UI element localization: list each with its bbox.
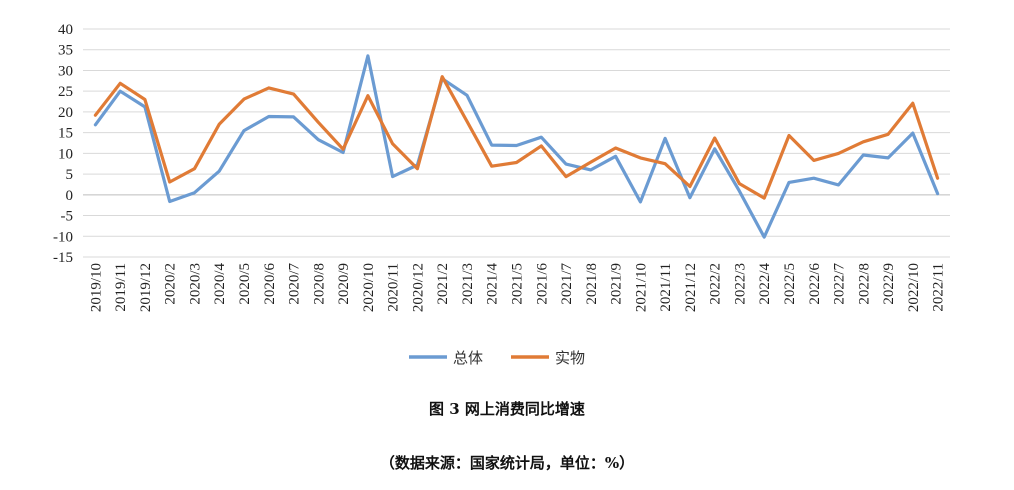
- x-tick-label: 2022/3: [732, 263, 748, 305]
- series-lines: [93, 54, 940, 239]
- y-tick-label: 0: [66, 188, 74, 204]
- x-tick-label: 2020/7: [287, 263, 303, 305]
- x-tick-label: 2019/12: [138, 263, 154, 312]
- legend: 总体 实物: [409, 349, 585, 367]
- x-tick-label: 2022/7: [832, 263, 848, 305]
- x-tick-label: 2019/10: [88, 263, 104, 312]
- x-tick-label: 2021/10: [633, 263, 649, 312]
- x-tick-label: 2022/10: [906, 263, 922, 312]
- x-tick-label: 2021/6: [534, 263, 550, 305]
- y-tick-label: 30: [58, 63, 73, 79]
- x-tick-label: 2020/11: [386, 263, 402, 312]
- x-tick-label: 2021/7: [559, 263, 575, 305]
- y-axis-tick-labels: 40 35 30 25 20 15 10 5 0 -5 -10 -15: [53, 22, 73, 266]
- x-tick-label: 2021/12: [683, 263, 699, 312]
- y-tick-label: -10: [53, 229, 73, 245]
- legend-label: 总体: [453, 349, 483, 367]
- x-tick-label: 2021/5: [510, 263, 526, 305]
- y-tick-label: 25: [58, 84, 73, 100]
- y-tick-label: 40: [58, 22, 73, 38]
- x-tick-label: 2020/6: [262, 263, 278, 305]
- x-tick-label: 2021/11: [658, 263, 674, 312]
- x-tick-label: 2022/6: [807, 263, 823, 305]
- figure-title: 图 3 网上消费同比增速: [429, 400, 585, 418]
- x-tick-label: 2022/9: [881, 263, 897, 305]
- x-tick-label: 2020/9: [336, 263, 352, 305]
- x-tick-label: 2021/2: [435, 263, 451, 305]
- series-line-实物: [93, 75, 940, 200]
- x-tick-label: 2020/12: [410, 263, 426, 312]
- x-tick-label: 2020/4: [212, 263, 228, 305]
- y-tick-label: 5: [66, 167, 74, 183]
- legend-label: 实物: [555, 349, 585, 367]
- y-tick-label: 20: [58, 105, 73, 121]
- y-tick-label: -15: [53, 250, 73, 266]
- x-tick-label: 2020/3: [187, 263, 203, 305]
- x-tick-label: 2022/4: [757, 263, 773, 305]
- x-tick-label: 2021/8: [584, 263, 600, 305]
- y-tick-label: 35: [58, 43, 73, 59]
- y-tick-label: 15: [58, 126, 73, 142]
- x-tick-label: 2021/4: [485, 263, 501, 305]
- series-line-总体: [93, 54, 940, 239]
- gridlines: [83, 28, 950, 258]
- x-tick-label: 2022/8: [856, 263, 872, 305]
- x-axis-tick-labels: 2019/10 2019/11 2019/12 2020/2 2020/3 2020/4 2…: [88, 263, 946, 313]
- x-tick-label: 2020/10: [361, 263, 377, 312]
- x-tick-label: 2020/2: [163, 263, 179, 305]
- x-tick-label: 2019/11: [113, 263, 129, 312]
- y-tick-label: 10: [58, 146, 73, 162]
- x-tick-label: 2021/3: [460, 263, 476, 305]
- x-tick-label: 2022/2: [708, 263, 724, 305]
- x-tick-label: 2020/8: [311, 263, 327, 305]
- y-tick-label: -5: [61, 209, 74, 225]
- x-tick-label: 2020/5: [237, 263, 253, 305]
- x-tick-label: 2022/5: [782, 263, 798, 305]
- x-tick-label: 2021/9: [609, 263, 625, 305]
- figure-source-note: （数据来源：国家统计局，单位：%）: [379, 454, 635, 472]
- x-tick-label: 2022/11: [931, 263, 947, 312]
